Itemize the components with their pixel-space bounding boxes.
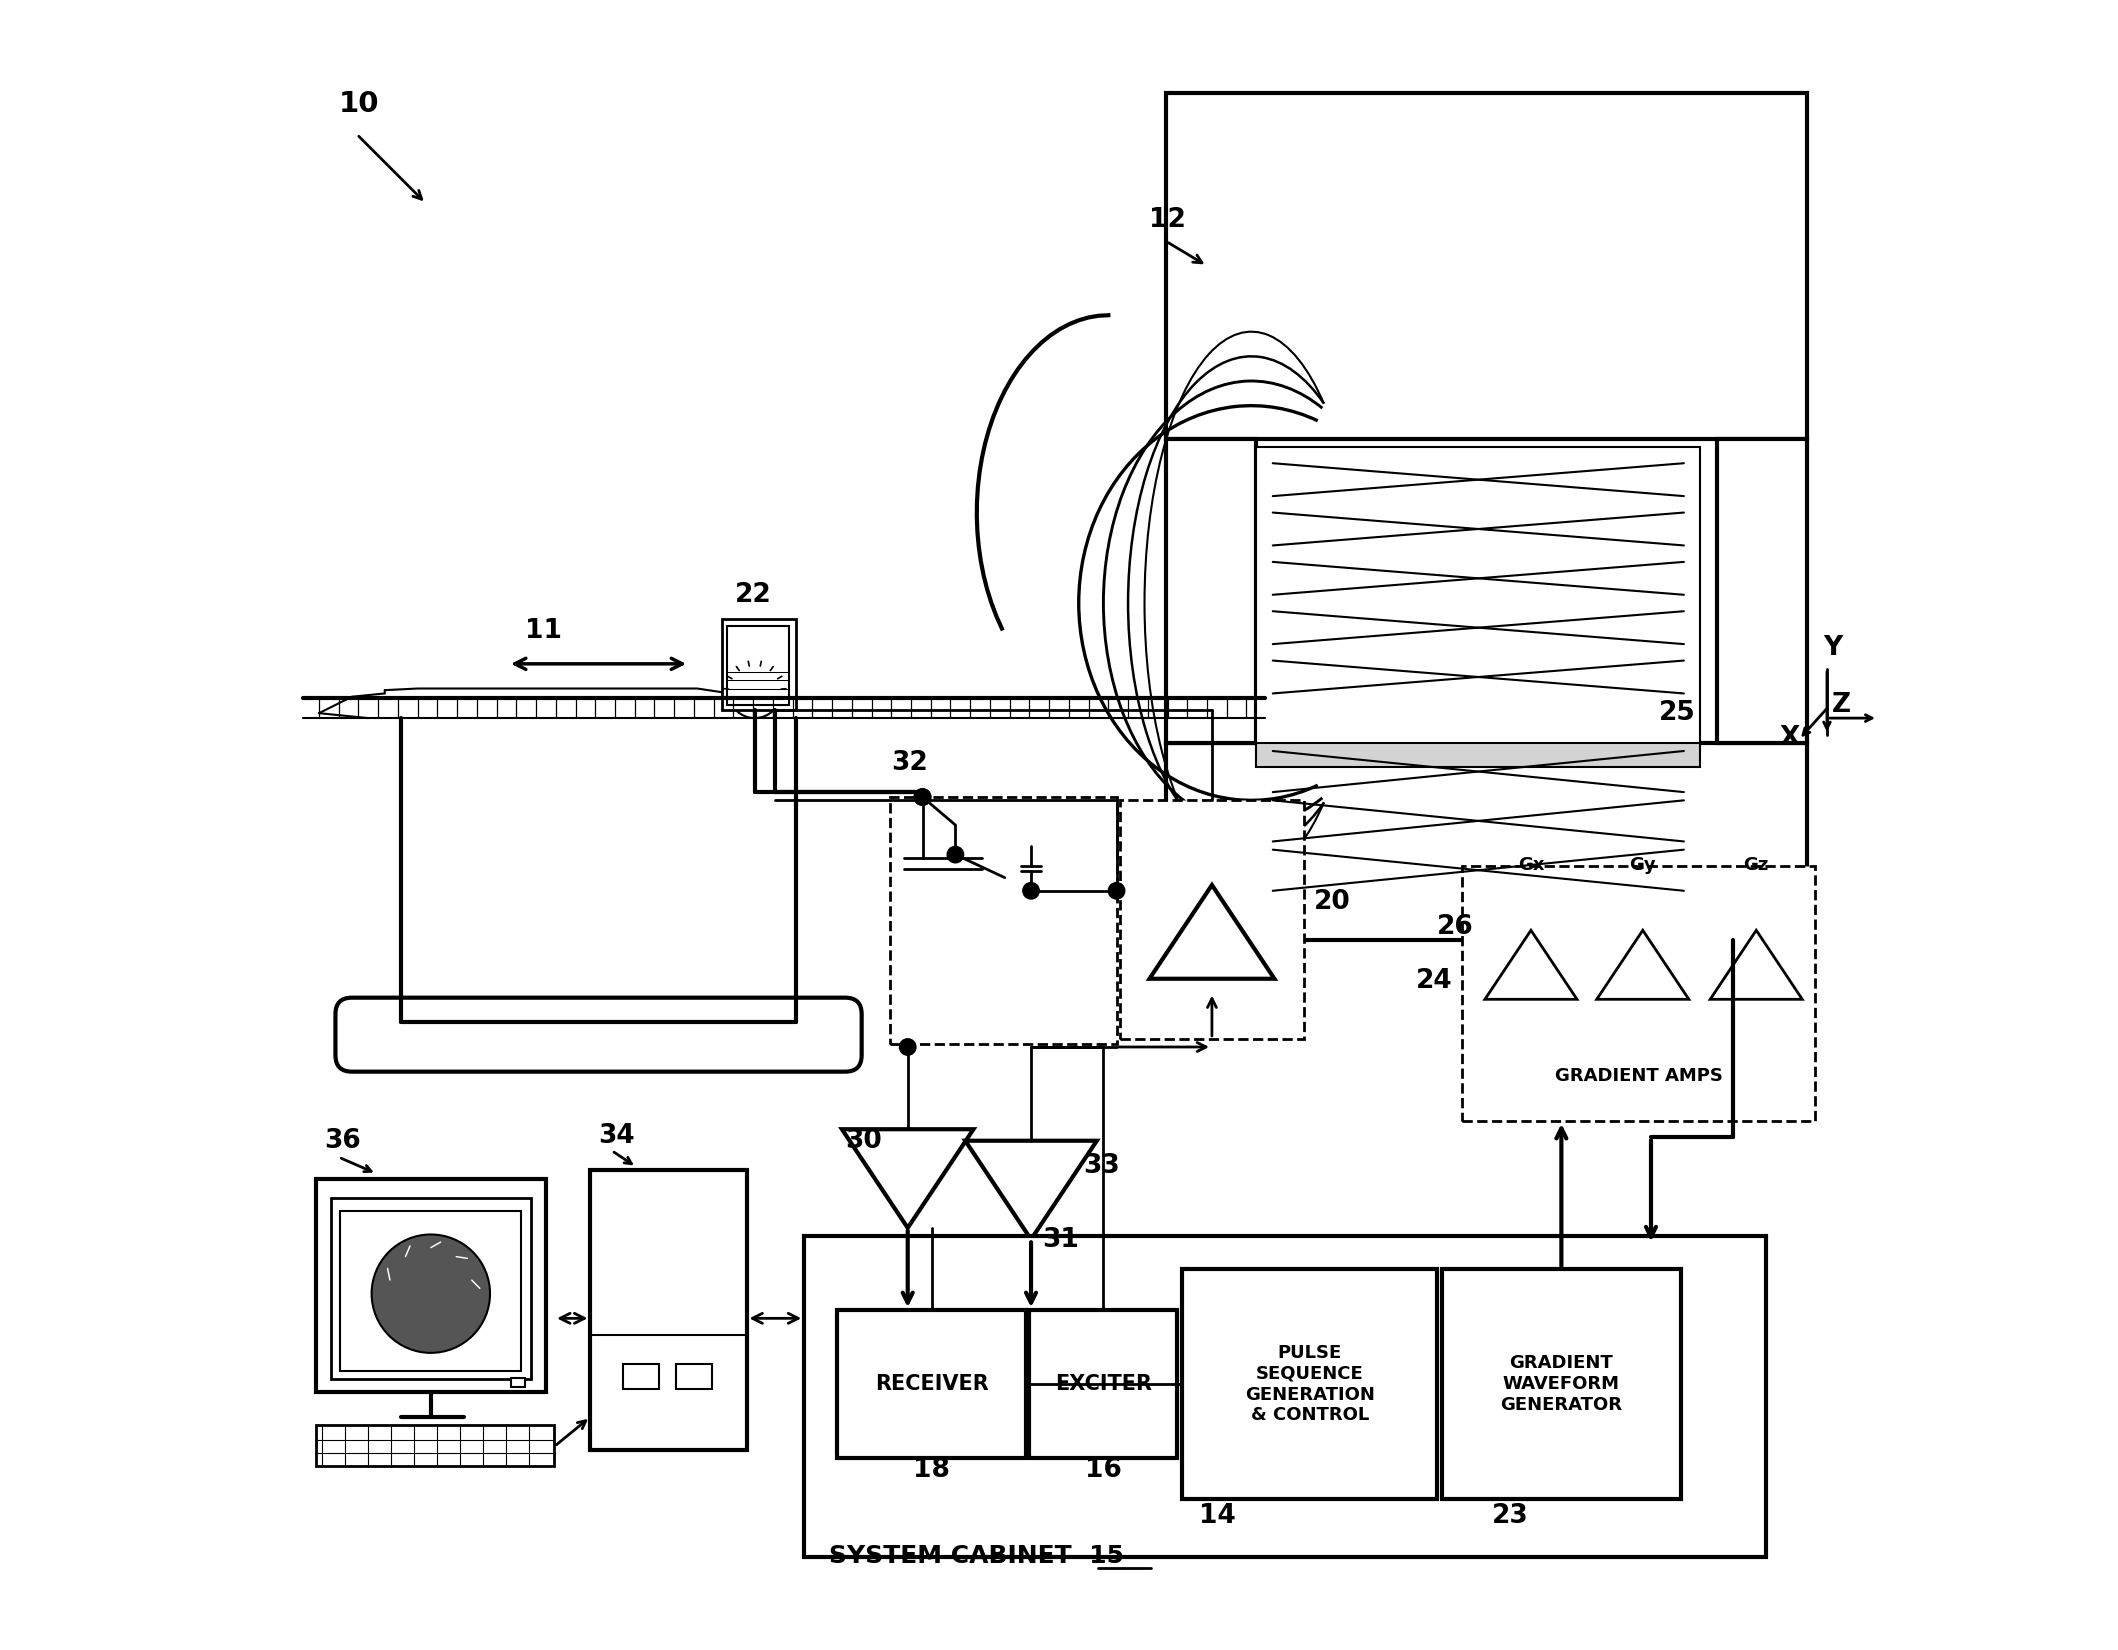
Bar (316, 1426, 555, 1467)
Text: PULSE
SEQUENCE
GENERATION
& CONTROL: PULSE SEQUENCE GENERATION & CONTROL (1245, 1343, 1375, 1424)
Text: 11: 11 (525, 619, 561, 644)
Text: 14: 14 (1199, 1503, 1235, 1530)
Circle shape (900, 1040, 915, 1056)
Bar (1165, 742, 1807, 940)
Text: Z: Z (1832, 691, 1851, 718)
Bar (1256, 742, 1701, 767)
Bar (726, 625, 790, 705)
Circle shape (915, 789, 930, 805)
Bar (890, 797, 1116, 1044)
Text: 12: 12 (1150, 206, 1186, 233)
Text: SYSTEM CABINET  15: SYSTEM CABINET 15 (828, 1544, 1125, 1568)
Text: Gy: Gy (1629, 856, 1656, 874)
Text: 18: 18 (913, 1457, 951, 1483)
Bar (1165, 439, 1256, 742)
Text: 23: 23 (1491, 1503, 1529, 1530)
Text: Gx: Gx (1519, 856, 1544, 874)
Text: EXCITER: EXCITER (1055, 1374, 1152, 1394)
Text: 30: 30 (845, 1129, 881, 1153)
Bar (1461, 866, 1815, 1120)
Text: Gz: Gz (1743, 856, 1769, 874)
Text: 34: 34 (599, 1124, 635, 1148)
Text: 26: 26 (1438, 914, 1474, 940)
Bar (1256, 447, 1701, 751)
Text: GRADIENT AMPS: GRADIENT AMPS (1555, 1068, 1722, 1084)
FancyBboxPatch shape (335, 998, 862, 1071)
Bar (837, 1310, 1025, 1459)
Circle shape (947, 846, 964, 863)
Text: Y: Y (1824, 635, 1843, 660)
Text: 24: 24 (1415, 967, 1453, 993)
Circle shape (915, 789, 930, 805)
Text: 32: 32 (892, 749, 928, 776)
Text: 16: 16 (1084, 1457, 1123, 1483)
Text: 31: 31 (1042, 1226, 1080, 1252)
Bar (722, 619, 796, 710)
Bar (341, 1211, 521, 1371)
Ellipse shape (371, 1234, 489, 1353)
Text: 33: 33 (1084, 1153, 1120, 1178)
Bar (591, 1170, 746, 1450)
Bar (623, 1365, 659, 1389)
Bar (316, 1178, 546, 1393)
Bar (1029, 1310, 1178, 1459)
Bar (1182, 1269, 1438, 1500)
Text: 25: 25 (1658, 700, 1697, 726)
Circle shape (1108, 883, 1125, 899)
Text: GRADIENT
WAVEFORM
GENERATOR: GRADIENT WAVEFORM GENERATOR (1500, 1355, 1622, 1414)
Circle shape (1023, 883, 1040, 899)
Bar (1120, 800, 1305, 1040)
Bar (1165, 92, 1807, 439)
Text: X: X (1779, 724, 1800, 751)
Text: RECEIVER: RECEIVER (875, 1374, 989, 1394)
Bar (1718, 439, 1807, 742)
Bar (676, 1365, 712, 1389)
Bar (805, 1236, 1766, 1558)
Text: 20: 20 (1313, 889, 1351, 916)
Text: 36: 36 (324, 1129, 360, 1153)
Bar (1442, 1269, 1680, 1500)
Text: 22: 22 (735, 582, 771, 607)
Bar (510, 1378, 525, 1388)
Circle shape (729, 665, 782, 718)
Bar (330, 1198, 532, 1379)
Text: 10: 10 (339, 89, 379, 117)
